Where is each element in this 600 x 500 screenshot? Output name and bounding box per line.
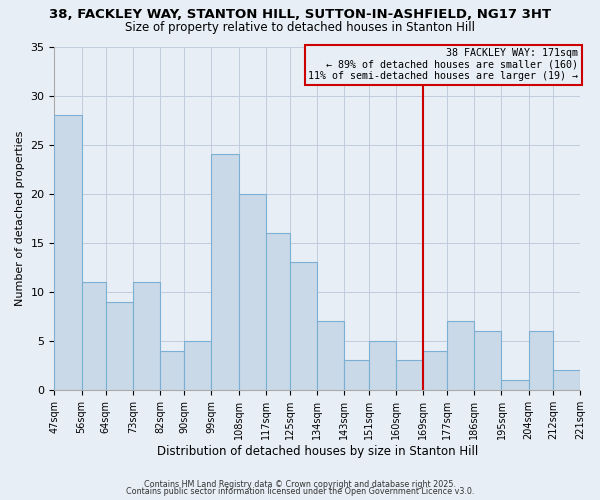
Text: Size of property relative to detached houses in Stanton Hill: Size of property relative to detached ho… (125, 21, 475, 34)
Bar (396, 360, 423, 390)
Bar (529, 331, 553, 390)
Bar (474, 331, 502, 390)
Text: Contains HM Land Registry data © Crown copyright and database right 2025.: Contains HM Land Registry data © Crown c… (144, 480, 456, 489)
Bar (368, 341, 396, 390)
Bar (133, 282, 160, 390)
Bar (106, 302, 133, 390)
Text: Contains public sector information licensed under the Open Government Licence v3: Contains public sector information licen… (126, 487, 474, 496)
Y-axis label: Number of detached properties: Number of detached properties (15, 130, 25, 306)
Bar (239, 194, 266, 390)
Text: 38 FACKLEY WAY: 171sqm
← 89% of detached houses are smaller (160)
11% of semi-de: 38 FACKLEY WAY: 171sqm ← 89% of detached… (308, 48, 578, 82)
Bar (266, 233, 290, 390)
Bar (423, 350, 447, 390)
Bar (553, 370, 580, 390)
Bar (344, 360, 368, 390)
Bar (160, 350, 184, 390)
X-axis label: Distribution of detached houses by size in Stanton Hill: Distribution of detached houses by size … (157, 444, 478, 458)
Bar (317, 321, 344, 390)
Bar (211, 154, 239, 390)
Bar (184, 341, 211, 390)
Bar (502, 380, 529, 390)
Bar (55, 115, 82, 390)
Bar (82, 282, 106, 390)
Bar (447, 321, 474, 390)
Bar (290, 262, 317, 390)
Text: 38, FACKLEY WAY, STANTON HILL, SUTTON-IN-ASHFIELD, NG17 3HT: 38, FACKLEY WAY, STANTON HILL, SUTTON-IN… (49, 8, 551, 20)
